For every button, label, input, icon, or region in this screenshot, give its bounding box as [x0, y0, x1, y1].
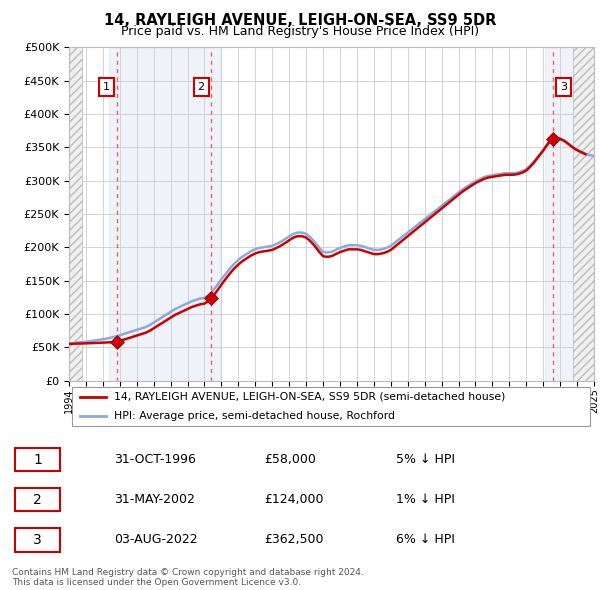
Bar	[545, 47, 573, 381]
Text: 6% ↓ HPI: 6% ↓ HPI	[396, 533, 455, 546]
FancyBboxPatch shape	[14, 448, 61, 471]
FancyBboxPatch shape	[71, 387, 590, 426]
Text: 14, RAYLEIGH AVENUE, LEIGH-ON-SEA, SS9 5DR: 14, RAYLEIGH AVENUE, LEIGH-ON-SEA, SS9 5…	[104, 13, 496, 28]
Text: 31-MAY-2002: 31-MAY-2002	[114, 493, 195, 506]
Text: 1: 1	[103, 82, 110, 92]
Text: 14, RAYLEIGH AVENUE, LEIGH-ON-SEA, SS9 5DR (semi-detached house): 14, RAYLEIGH AVENUE, LEIGH-ON-SEA, SS9 5…	[113, 392, 505, 402]
Text: £58,000: £58,000	[264, 453, 316, 466]
Text: HPI: Average price, semi-detached house, Rochford: HPI: Average price, semi-detached house,…	[113, 411, 395, 421]
FancyBboxPatch shape	[14, 488, 61, 512]
Text: 1: 1	[33, 453, 42, 467]
Text: £362,500: £362,500	[264, 533, 323, 546]
Text: 5% ↓ HPI: 5% ↓ HPI	[396, 453, 455, 466]
Text: 1% ↓ HPI: 1% ↓ HPI	[396, 493, 455, 506]
Text: 31-OCT-1996: 31-OCT-1996	[114, 453, 196, 466]
Text: 2: 2	[197, 82, 205, 92]
Text: Price paid vs. HM Land Registry's House Price Index (HPI): Price paid vs. HM Land Registry's House …	[121, 25, 479, 38]
Bar	[109, 47, 220, 381]
FancyBboxPatch shape	[14, 528, 61, 552]
Text: Contains HM Land Registry data © Crown copyright and database right 2024.
This d: Contains HM Land Registry data © Crown c…	[12, 568, 364, 587]
Text: 03-AUG-2022: 03-AUG-2022	[114, 533, 197, 546]
Text: 3: 3	[33, 533, 42, 547]
Text: 3: 3	[560, 82, 567, 92]
Text: £124,000: £124,000	[264, 493, 323, 506]
Text: 2: 2	[33, 493, 42, 507]
